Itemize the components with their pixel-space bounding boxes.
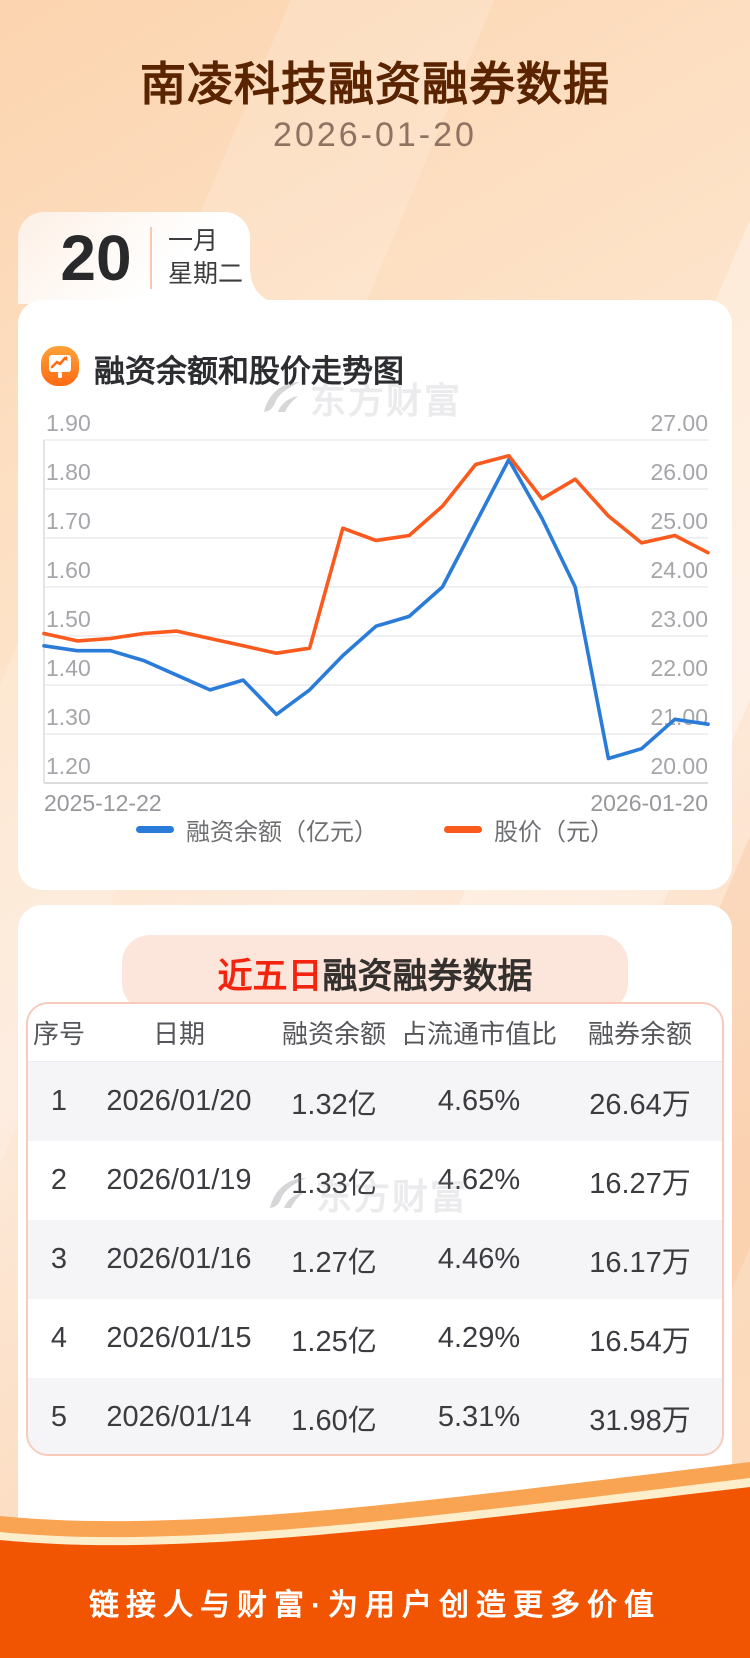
table-cell: 4.46% bbox=[437, 1243, 521, 1275]
table-cell: 26.64万 bbox=[589, 1088, 691, 1121]
trend-board-icon bbox=[38, 344, 82, 393]
series-line-balance bbox=[42, 457, 710, 761]
brand-watermark-chart: 东方财富 bbox=[262, 372, 462, 424]
table-cell: 5 bbox=[50, 1401, 68, 1433]
table-cell: 1.27亿 bbox=[291, 1246, 377, 1279]
page-title: 南凌科技融资融券数据 bbox=[140, 58, 610, 110]
footer-wave bbox=[0, 1462, 750, 1658]
column-header: 融资余额 bbox=[281, 1019, 386, 1049]
table-row: 2 2026/01/19 1.33亿 4.62% 16.27万 bbox=[28, 1141, 722, 1220]
calendar-day: 20 bbox=[60, 222, 132, 294]
column-header: 日期 bbox=[152, 1019, 205, 1049]
margin-data-table: 序号 日期 融资余额 占流通市值比 融券余额 1 2026/01/20 1.32亿 4.65% 2… bbox=[26, 1002, 724, 1456]
calendar-month: 一月 bbox=[168, 227, 219, 255]
legend-label: 股价（元） bbox=[494, 819, 614, 846]
table-cell: 2026/01/16 bbox=[106, 1243, 252, 1275]
left-axis-tick: 1.40 bbox=[46, 655, 91, 681]
legend-swatch bbox=[444, 826, 482, 833]
calendar-month-weekday: 一月 星期二 bbox=[168, 225, 243, 291]
table-cell: 4.29% bbox=[437, 1322, 521, 1354]
brand-watermark-table: 东方财富 bbox=[268, 1168, 468, 1220]
chart-legend: 融资余额（亿元） 股价（元） bbox=[0, 812, 750, 847]
x-axis-end-label: 2026-01-20 bbox=[590, 790, 708, 816]
footer-slogan: 链接人与财富·为用户创造更多价值 bbox=[89, 1589, 661, 1622]
table-row: 4 2026/01/15 1.25亿 4.29% 16.54万 bbox=[28, 1299, 722, 1378]
table-cell: 1.33亿 bbox=[291, 1167, 377, 1200]
legend-item: 融资余额（亿元） bbox=[136, 812, 378, 847]
chart-card bbox=[18, 300, 732, 890]
calendar-card: 20 一月 星期二 bbox=[18, 212, 250, 304]
dual-axis-line-chart: 1.90 27.00 1.80 26.00 1.70 25.00 1.60 24.00 1.50… bbox=[42, 410, 710, 816]
report-date: 2026-01-20 bbox=[273, 116, 477, 154]
table-cell: 3 bbox=[50, 1243, 68, 1275]
table-cell: 2026/01/14 bbox=[106, 1401, 252, 1433]
left-axis-tick: 1.20 bbox=[46, 753, 91, 779]
table-title-badge: 近五日 融资融券数据 bbox=[122, 935, 628, 1011]
left-axis-tick: 1.50 bbox=[46, 606, 91, 632]
table-cell: 2026/01/20 bbox=[106, 1085, 252, 1117]
calendar-weekday: 星期二 bbox=[168, 260, 244, 288]
column-header: 占流通市值比 bbox=[400, 1019, 557, 1049]
right-axis-tick: 26.00 bbox=[650, 459, 708, 485]
chart-section-header: 融资余额和股价走势图 bbox=[38, 344, 404, 393]
column-header: 融券余额 bbox=[587, 1019, 692, 1049]
right-axis-tick: 21.00 bbox=[650, 704, 708, 730]
right-axis-tick: 20.00 bbox=[650, 753, 708, 779]
right-axis-tick: 24.00 bbox=[650, 557, 708, 583]
legend-item: 股价（元） bbox=[444, 812, 614, 847]
left-axis-tick: 1.80 bbox=[46, 459, 91, 485]
table-row: 1 2026/01/20 1.32亿 4.65% 26.64万 bbox=[28, 1062, 722, 1141]
series-line-price bbox=[42, 453, 710, 655]
x-axis-start-label: 2025-12-22 bbox=[44, 790, 162, 816]
left-axis-tick: 1.90 bbox=[46, 410, 91, 436]
table-cell: 2 bbox=[50, 1164, 68, 1196]
table-cell: 1.32亿 bbox=[291, 1088, 377, 1121]
right-axis-tick: 22.00 bbox=[650, 655, 708, 681]
table-row: 5 2026/01/14 1.60亿 5.31% 31.98万 bbox=[28, 1378, 722, 1454]
table-cell: 1.25亿 bbox=[291, 1325, 377, 1358]
table-cell: 16.27万 bbox=[589, 1167, 691, 1200]
table-cell: 4.65% bbox=[437, 1085, 521, 1117]
table-row: 3 2026/01/16 1.27亿 4.46% 16.17万 bbox=[28, 1220, 722, 1299]
chart-section-title: 融资余额和股价走势图 bbox=[94, 354, 404, 389]
table-cell: 2026/01/19 bbox=[106, 1164, 252, 1196]
calendar-tab-fillet bbox=[250, 272, 282, 304]
table-cell: 1.60亿 bbox=[291, 1404, 377, 1437]
right-axis-tick: 27.00 bbox=[650, 410, 708, 436]
table-cell: 4 bbox=[50, 1322, 68, 1354]
legend-swatch bbox=[136, 826, 174, 833]
table-title-highlight: 近五日 bbox=[217, 956, 323, 996]
table-header-row: 序号 日期 融资余额 占流通市值比 融券余额 bbox=[28, 1004, 722, 1062]
table-cell: 16.54万 bbox=[589, 1325, 691, 1358]
right-axis-tick: 25.00 bbox=[650, 508, 708, 534]
table-cell: 4.62% bbox=[437, 1164, 521, 1196]
table-cell: 16.17万 bbox=[589, 1246, 691, 1279]
legend-label: 融资余额（亿元） bbox=[186, 819, 378, 846]
table-cell: 5.31% bbox=[437, 1401, 521, 1433]
left-axis-tick: 1.70 bbox=[46, 508, 91, 534]
table-cell: 2026/01/15 bbox=[106, 1322, 252, 1354]
table-cell: 1 bbox=[50, 1085, 68, 1117]
left-axis-tick: 1.30 bbox=[46, 704, 91, 730]
left-axis-tick: 1.60 bbox=[46, 557, 91, 583]
right-axis-tick: 23.00 bbox=[650, 606, 708, 632]
table-cell: 31.98万 bbox=[589, 1404, 691, 1437]
calendar-divider bbox=[150, 227, 152, 289]
table-title-rest: 融资融券数据 bbox=[322, 956, 533, 996]
column-header: 序号 bbox=[32, 1019, 85, 1049]
